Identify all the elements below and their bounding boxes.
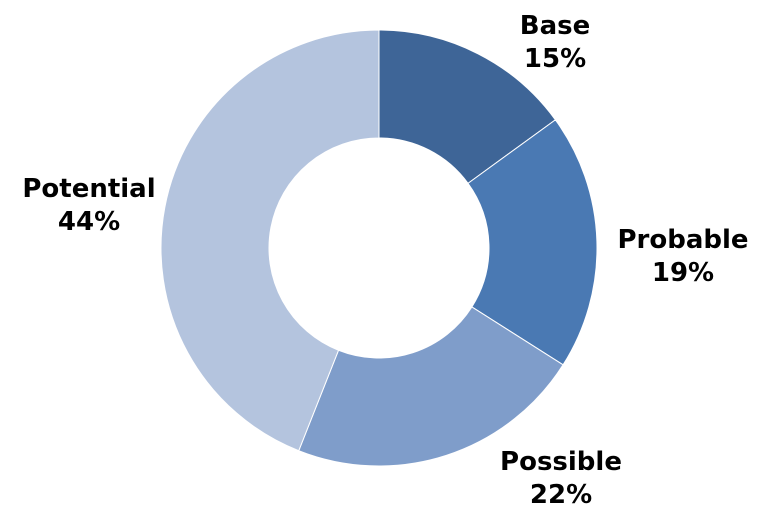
donut-slice-possible <box>298 306 564 467</box>
slice-value-possible: 22% <box>529 480 593 510</box>
slice-name-probable: Probable <box>617 225 749 255</box>
slice-value-potential: 44% <box>57 207 121 237</box>
slice-name-base: Base <box>519 11 591 41</box>
donut-slice-base <box>378 29 557 185</box>
slice-value-probable: 19% <box>651 258 715 288</box>
donut-slice-probable <box>467 119 598 366</box>
slice-label-possible: Possible 22% <box>500 446 622 512</box>
slice-label-potential: Potential 44% <box>22 173 155 239</box>
slice-value-base: 15% <box>523 44 587 74</box>
donut-slice-potential <box>160 29 380 452</box>
slice-label-base: Base 15% <box>520 10 590 76</box>
slice-name-possible: Possible <box>500 447 622 477</box>
slice-label-probable: Probable 19% <box>617 224 748 290</box>
slice-name-potential: Potential <box>22 174 156 204</box>
